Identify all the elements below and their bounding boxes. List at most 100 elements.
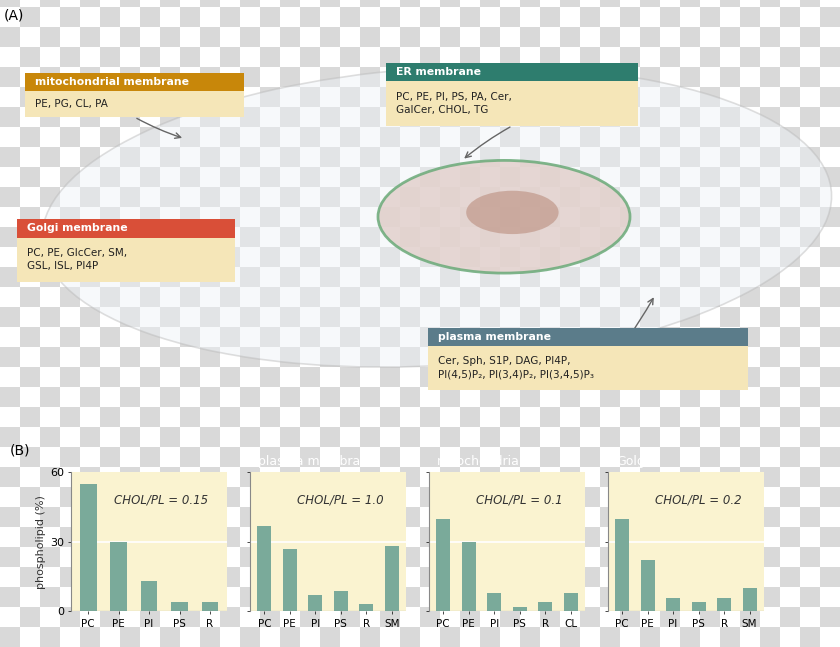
Bar bbox=[720, 547, 740, 567]
Bar bbox=[300, 47, 320, 67]
Bar bbox=[720, 227, 740, 247]
Bar bbox=[580, 7, 600, 27]
Bar bbox=[300, 607, 320, 627]
Bar bbox=[400, 187, 420, 207]
Bar bbox=[500, 7, 520, 27]
Bar bbox=[320, 587, 340, 607]
Bar bbox=[660, 487, 680, 507]
Bar bbox=[600, 547, 620, 567]
Bar bbox=[660, 247, 680, 267]
Bar bbox=[220, 487, 240, 507]
Bar bbox=[620, 47, 640, 67]
Bar bbox=[320, 27, 340, 47]
Bar bbox=[780, 607, 800, 627]
Bar bbox=[140, 447, 160, 467]
Bar bbox=[820, 127, 840, 147]
Bar bbox=[740, 207, 760, 227]
Bar bbox=[380, 407, 400, 427]
Bar bbox=[60, 127, 80, 147]
Bar bbox=[240, 587, 260, 607]
Bar bbox=[660, 407, 680, 427]
Bar bbox=[420, 167, 440, 187]
Bar bbox=[60, 567, 80, 587]
Bar bbox=[120, 147, 140, 167]
Bar bbox=[780, 47, 800, 67]
Bar bbox=[40, 507, 60, 527]
Bar bbox=[820, 87, 840, 107]
Bar bbox=[520, 187, 540, 207]
Bar bbox=[740, 567, 760, 587]
Bar bbox=[400, 467, 420, 487]
Bar bbox=[820, 287, 840, 307]
Bar bbox=[0, 227, 20, 247]
Bar bbox=[700, 87, 720, 107]
Bar bbox=[800, 347, 820, 367]
Bar bbox=[420, 47, 440, 67]
Bar bbox=[300, 447, 320, 467]
Bar bbox=[820, 607, 840, 627]
Bar bbox=[280, 147, 300, 167]
Bar bbox=[80, 427, 100, 447]
Bar bbox=[480, 67, 500, 87]
Bar bbox=[600, 587, 620, 607]
Bar bbox=[280, 67, 300, 87]
Bar bbox=[220, 287, 240, 307]
Bar bbox=[740, 407, 760, 427]
Bar bbox=[160, 427, 180, 447]
Bar bbox=[160, 587, 180, 607]
Bar bbox=[380, 607, 400, 627]
Bar bbox=[560, 0, 580, 7]
Bar bbox=[220, 527, 240, 547]
Bar bbox=[140, 127, 160, 147]
Bar bbox=[800, 307, 820, 327]
Bar bbox=[300, 287, 320, 307]
Bar bbox=[820, 567, 840, 587]
Bar bbox=[385, 547, 399, 611]
Bar bbox=[200, 507, 220, 527]
Bar bbox=[220, 87, 240, 107]
Bar bbox=[660, 567, 680, 587]
Bar bbox=[200, 547, 220, 567]
Bar bbox=[40, 27, 60, 47]
Bar bbox=[820, 327, 840, 347]
Bar bbox=[340, 47, 360, 67]
Bar bbox=[400, 347, 420, 367]
Bar bbox=[340, 527, 360, 547]
Bar bbox=[743, 588, 757, 611]
Bar bbox=[700, 47, 720, 67]
Bar bbox=[820, 527, 840, 547]
Bar bbox=[620, 567, 640, 587]
Bar bbox=[691, 602, 706, 611]
Bar bbox=[360, 547, 380, 567]
Bar bbox=[700, 407, 720, 427]
Bar bbox=[100, 607, 120, 627]
Bar bbox=[560, 507, 580, 527]
Text: PC, PE, PI, PS, PA, Cer,
GalCer, CHOL, TG: PC, PE, PI, PS, PA, Cer, GalCer, CHOL, T… bbox=[396, 92, 512, 115]
Bar bbox=[320, 267, 340, 287]
Bar bbox=[540, 207, 560, 227]
Bar bbox=[800, 267, 820, 287]
Bar bbox=[760, 187, 780, 207]
Bar bbox=[800, 0, 820, 7]
Bar bbox=[400, 627, 420, 647]
Bar bbox=[420, 367, 440, 387]
Bar bbox=[280, 347, 300, 367]
Bar bbox=[340, 447, 360, 467]
Bar bbox=[500, 167, 520, 187]
Bar bbox=[60, 7, 80, 27]
Bar bbox=[400, 427, 420, 447]
FancyBboxPatch shape bbox=[386, 82, 638, 126]
Bar bbox=[820, 207, 840, 227]
Bar bbox=[220, 327, 240, 347]
Bar bbox=[800, 627, 820, 647]
Bar bbox=[520, 427, 540, 447]
Bar bbox=[400, 107, 420, 127]
Bar bbox=[0, 147, 20, 167]
Bar bbox=[640, 227, 660, 247]
Bar bbox=[160, 347, 180, 367]
Bar bbox=[220, 7, 240, 27]
Bar bbox=[480, 147, 500, 167]
Bar bbox=[220, 47, 240, 67]
Bar bbox=[180, 287, 200, 307]
Bar bbox=[320, 507, 340, 527]
